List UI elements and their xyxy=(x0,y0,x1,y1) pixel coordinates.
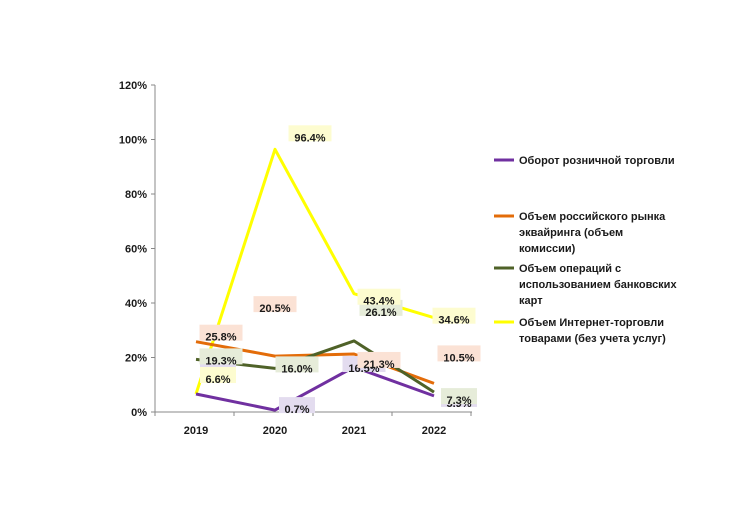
data-label-bg xyxy=(279,397,315,414)
legend-entry-line: комиссии) xyxy=(519,243,576,255)
data-label-bg xyxy=(432,307,476,324)
x-tick-label: 2021 xyxy=(342,425,366,437)
legend-entry-line: использованием банковских xyxy=(519,279,677,291)
data-label: 19.3% xyxy=(205,355,236,367)
legend-entry: Оборот розничной торговли xyxy=(519,155,675,167)
data-label: 21.3% xyxy=(363,359,394,371)
data-label: 43.4% xyxy=(363,296,394,308)
data-label-bg xyxy=(288,125,332,142)
data-label-bg xyxy=(357,351,401,368)
y-tick-label: 100% xyxy=(119,135,147,147)
data-label-bg xyxy=(441,388,477,405)
data-label: 10.5% xyxy=(443,352,474,364)
y-tick-label: 20% xyxy=(125,353,147,365)
legend-entry-line: карт xyxy=(519,295,543,307)
data-label-bg xyxy=(437,345,481,362)
legend-entry: Объем Интернет-торговли товарами (без уче… xyxy=(519,317,666,345)
data-label-bg xyxy=(200,367,236,384)
data-label: 20.5% xyxy=(259,303,290,315)
data-label: 34.6% xyxy=(438,315,469,327)
series-line xyxy=(195,365,435,412)
data-label-bg xyxy=(253,296,297,313)
data-label: 6.6% xyxy=(205,374,230,386)
data-label: 7.3% xyxy=(446,395,471,407)
y-tick-label: 40% xyxy=(125,298,147,310)
data-label-bg xyxy=(357,288,401,305)
data-label: 26.1% xyxy=(365,307,396,319)
y-tick-label: 60% xyxy=(125,244,147,256)
y-tick-label: 120% xyxy=(119,80,147,92)
data-label: 16.0% xyxy=(281,363,312,375)
data-label-bg xyxy=(275,356,319,373)
legend-entry: Объем российского рынка эквайринга (объем… xyxy=(519,211,666,255)
data-label-bg xyxy=(199,324,243,341)
data-label: 25.8% xyxy=(205,332,236,344)
data-label: 0.7% xyxy=(284,404,309,416)
data-label: 96.4% xyxy=(294,132,325,144)
legend-entry-line: товарами (без учета услуг) xyxy=(519,333,666,345)
y-tick-label: 80% xyxy=(125,189,147,201)
y-tick-label: 0% xyxy=(131,407,147,419)
data-label-bg xyxy=(199,348,243,365)
legend-entry: Объем операций с использованием банковски… xyxy=(519,263,677,307)
x-tick-label: 2020 xyxy=(263,425,287,437)
legend-entry-line: Оборот розничной торговли xyxy=(519,155,675,167)
legend: Оборот розничной торговли Объем российско… xyxy=(494,155,677,345)
legend-entry-line: Объем Интернет-торговли xyxy=(519,317,664,329)
x-tick-label: 2019 xyxy=(184,425,208,437)
x-tick-label: 2022 xyxy=(422,425,446,437)
legend-entry-line: Объем операций с xyxy=(519,263,621,275)
legend-entry-line: Объем российского рынка xyxy=(519,211,666,223)
data-labels: 6.6%0.7%16.5%5.9%25.8%20.5%21.3%10.5%19.… xyxy=(199,125,481,416)
legend-entry-line: эквайринга (объем xyxy=(519,227,623,239)
